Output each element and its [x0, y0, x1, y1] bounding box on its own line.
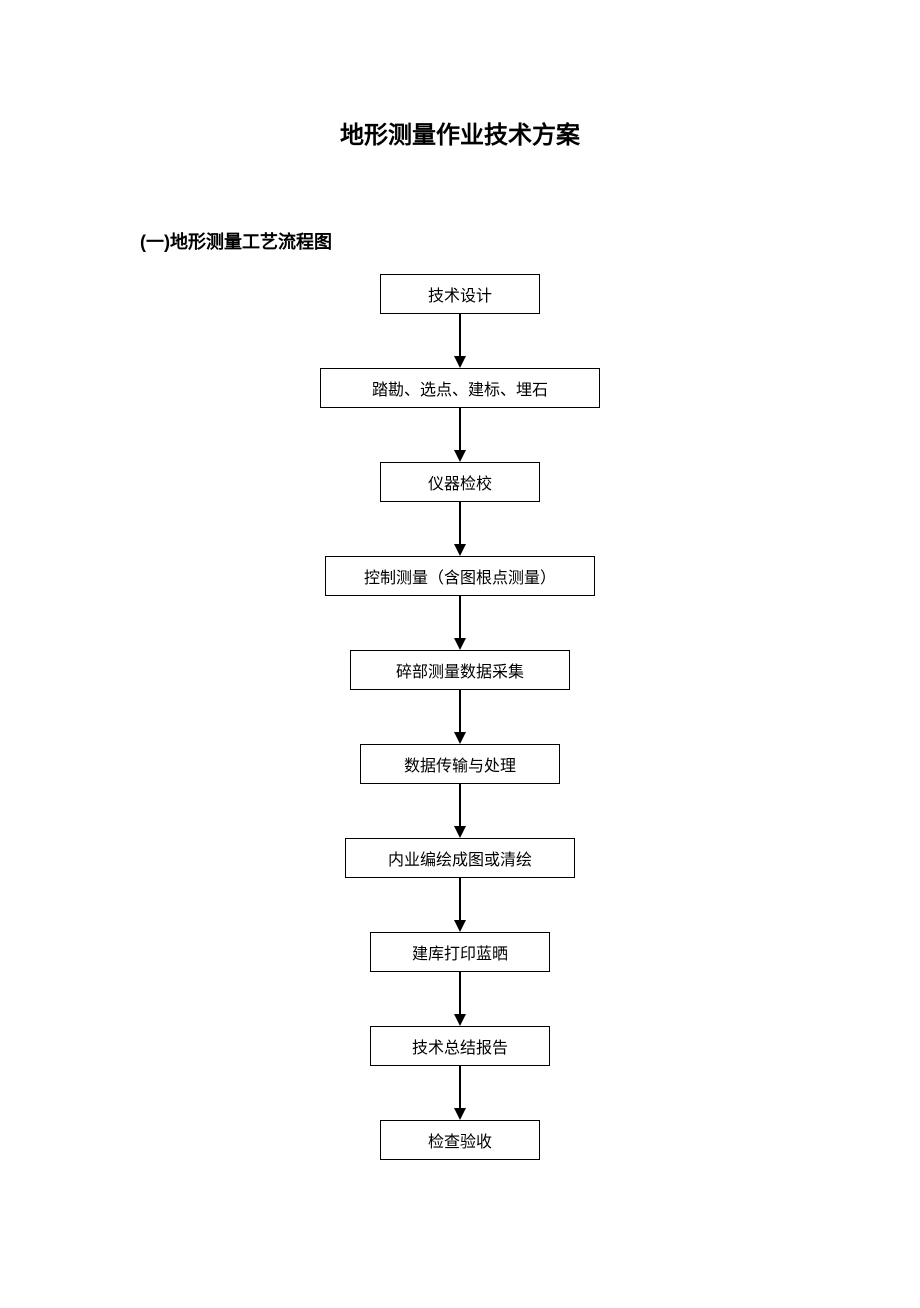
flow-node-n2: 踏勘、选点、建标、埋石 [320, 368, 600, 408]
flow-node-n6: 数据传输与处理 [360, 744, 560, 784]
flow-arrow-4 [454, 690, 466, 744]
page-title: 地形测量作业技术方案 [0, 0, 920, 150]
section-title: (一)地形测量工艺流程图 [0, 150, 920, 274]
flow-arrow-8 [454, 1066, 466, 1120]
flow-arrow-3 [454, 596, 466, 650]
flow-node-n5: 碎部测量数据采集 [350, 650, 570, 690]
flow-node-n9: 技术总结报告 [370, 1026, 550, 1066]
flow-node-n3: 仪器检校 [380, 462, 540, 502]
flow-node-n1: 技术设计 [380, 274, 540, 314]
flow-node-n8: 建库打印蓝晒 [370, 932, 550, 972]
flow-node-n7: 内业编绘成图或清绘 [345, 838, 575, 878]
flow-arrow-2 [454, 502, 466, 556]
flow-arrow-6 [454, 878, 466, 932]
flowchart-container: 技术设计踏勘、选点、建标、埋石仪器检校控制测量（含图根点测量） 碎部测量数据采集数… [0, 274, 920, 1160]
flow-node-n4: 控制测量（含图根点测量） [325, 556, 595, 596]
flow-arrow-0 [454, 314, 466, 368]
flow-node-n10: 检查验收 [380, 1120, 540, 1160]
flow-arrow-7 [454, 972, 466, 1026]
flow-arrow-1 [454, 408, 466, 462]
flow-arrow-5 [454, 784, 466, 838]
